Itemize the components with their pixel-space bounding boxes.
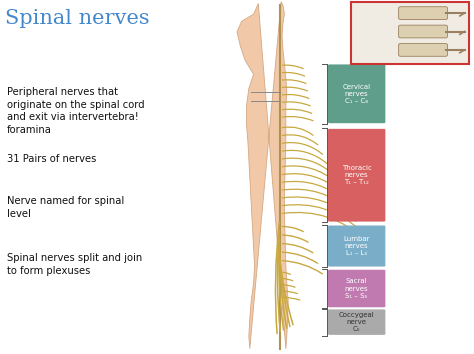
Text: Nerve named for spinal
level: Nerve named for spinal level bbox=[7, 196, 124, 219]
FancyBboxPatch shape bbox=[328, 225, 385, 267]
Text: Cervical
nerves
C₁ – C₈: Cervical nerves C₁ – C₈ bbox=[343, 84, 371, 104]
FancyBboxPatch shape bbox=[399, 25, 447, 38]
Text: Sacral
nerves
S₁ – S₅: Sacral nerves S₁ – S₅ bbox=[345, 278, 368, 299]
Text: Inferior
vertebral
notch: Inferior vertebral notch bbox=[353, 5, 372, 18]
Text: Coccygeal
nerve
C₀: Coccygeal nerve C₀ bbox=[339, 312, 374, 332]
FancyBboxPatch shape bbox=[328, 129, 385, 222]
Text: Thoracic
nerves
T₁ – T₁₂: Thoracic nerves T₁ – T₁₂ bbox=[342, 165, 372, 185]
FancyBboxPatch shape bbox=[328, 270, 385, 307]
Polygon shape bbox=[237, 2, 288, 349]
FancyBboxPatch shape bbox=[399, 44, 447, 56]
Text: 31 Pairs of nerves: 31 Pairs of nerves bbox=[7, 154, 97, 164]
FancyBboxPatch shape bbox=[399, 7, 447, 19]
Text: Spinal nerves: Spinal nerves bbox=[5, 9, 149, 28]
FancyBboxPatch shape bbox=[351, 2, 469, 64]
Text: Spinal nerves split and join
to form plexuses: Spinal nerves split and join to form ple… bbox=[7, 253, 142, 276]
Text: Superior
vertebral
notch: Superior vertebral notch bbox=[353, 46, 372, 59]
Text: Lumbar
nerves
L₁ – L₅: Lumbar nerves L₁ – L₅ bbox=[344, 236, 370, 256]
FancyBboxPatch shape bbox=[328, 309, 385, 335]
FancyBboxPatch shape bbox=[328, 64, 385, 123]
Text: Inter-
vertebral
foramen: Inter- vertebral foramen bbox=[353, 26, 372, 39]
Text: Peripheral nerves that
originate on the spinal cord
and exit via intervertebra!
: Peripheral nerves that originate on the … bbox=[7, 87, 145, 135]
